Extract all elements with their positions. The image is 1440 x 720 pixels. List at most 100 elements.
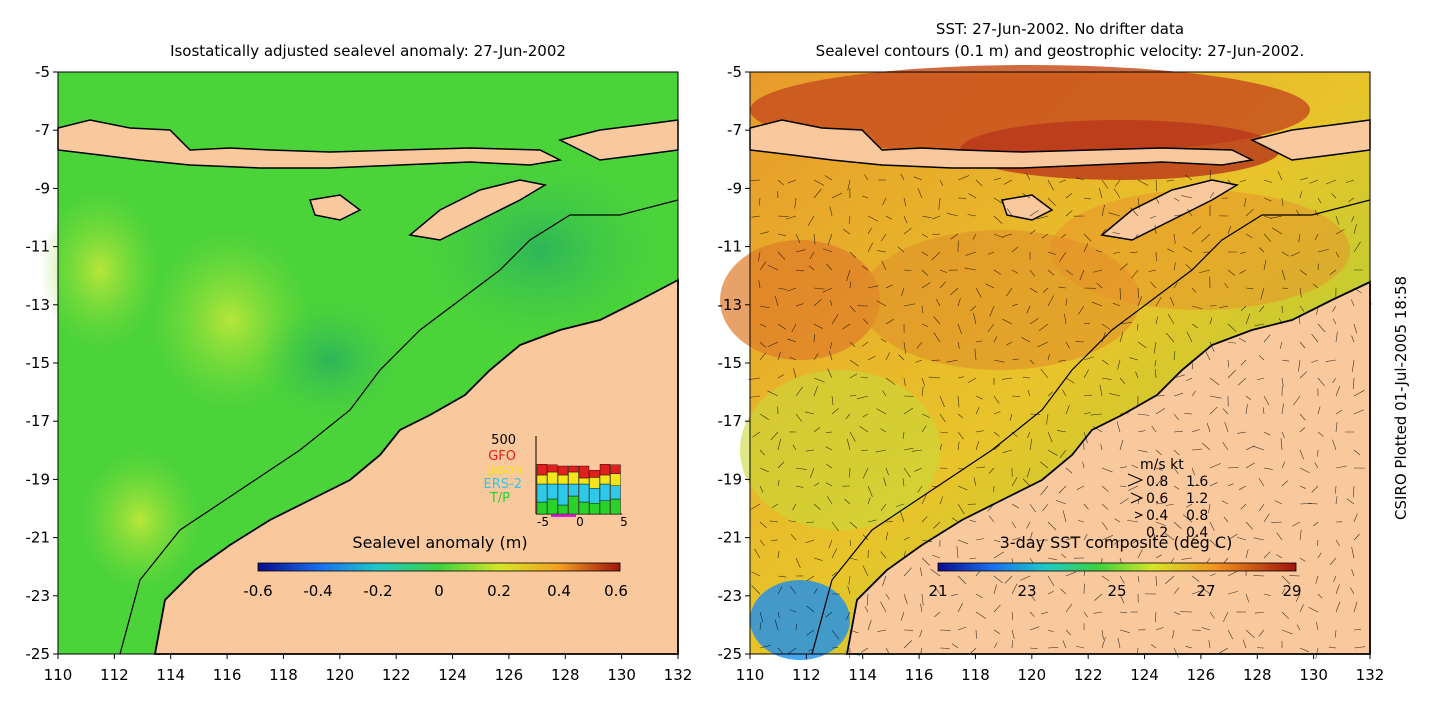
velocity-arrow (988, 467, 995, 474)
velocity-arrow (1227, 369, 1236, 379)
velocity-arrow (1219, 305, 1229, 308)
velocity-arrow (1313, 521, 1319, 527)
velocity-arrow (1128, 485, 1139, 491)
velocity-arrow (867, 227, 872, 235)
velocity-arrow (1173, 392, 1184, 397)
velocity-arrow (993, 359, 1005, 363)
velocity-arrow (831, 408, 839, 415)
velocity-arrow (1040, 485, 1049, 496)
velocity-arrow (847, 179, 851, 191)
velocity-arrow (759, 521, 767, 528)
velocity-arrow (1295, 210, 1301, 217)
inset-bar-segment (568, 495, 579, 515)
x-tick-label: 114 (156, 666, 185, 684)
velocity-arrow (1281, 611, 1289, 619)
velocity-arrow (1186, 209, 1193, 217)
velocity-arrow (788, 520, 797, 523)
velocity-arrow (1317, 323, 1326, 333)
velocity-arrow (1281, 431, 1285, 438)
velocity-arrow (882, 390, 887, 397)
velocity-arrow (1245, 208, 1254, 217)
velocity-arrow (1047, 557, 1058, 561)
velocity-arrow (1256, 377, 1265, 381)
velocity-arrow (813, 179, 825, 186)
velocity-arrow (804, 411, 815, 415)
velocity-arrow (1083, 242, 1089, 253)
velocity-arrow (988, 515, 995, 523)
velocity-arrow (957, 175, 970, 181)
velocity-arrow (1114, 518, 1121, 523)
velocity-arrow (1101, 467, 1113, 473)
velocity-arrow (1114, 539, 1121, 545)
velocity-arrow (1058, 286, 1067, 289)
velocity-arrow (791, 323, 797, 333)
velocity-arrow (862, 265, 869, 271)
velocity-arrow (1058, 485, 1067, 494)
velocity-arrow (1308, 502, 1319, 505)
velocity-arrow (885, 284, 893, 289)
velocity-arrow (1353, 601, 1358, 613)
velocity-arrow (749, 395, 761, 398)
velocity-arrow (867, 485, 873, 497)
velocity-arrow (1137, 549, 1143, 559)
velocity-arrow (813, 233, 816, 245)
inset-bar-segment (536, 464, 548, 476)
velocity-arrow (1011, 629, 1015, 639)
velocity-arrow (1353, 390, 1365, 397)
velocity-arrow (813, 287, 825, 290)
velocity-arrow (1239, 179, 1247, 183)
velocity-arrow (964, 267, 977, 271)
x-tick-label: 118 (961, 666, 990, 684)
velocity-arrow (1245, 521, 1254, 530)
velocity-arrow (1299, 449, 1304, 460)
velocity-arrow (860, 647, 869, 653)
velocity-arrow (777, 611, 780, 619)
velocity-arrow (1263, 431, 1271, 436)
velocity-arrow (1280, 438, 1283, 451)
velocity-arrow (957, 626, 966, 631)
velocity-arrow (993, 411, 1001, 415)
inset-bar-segment (578, 501, 590, 515)
y-tick-label: -25 (26, 645, 51, 663)
velocity-arrow (1191, 323, 1199, 329)
velocity-arrow (1029, 210, 1039, 217)
velocity-arrow (903, 269, 912, 271)
y-tick-label: -11 (718, 238, 743, 256)
velocity-arrow (809, 265, 815, 271)
velocity-arrow (1047, 295, 1054, 307)
velocity-arrow (903, 377, 906, 387)
velocity-arrow (777, 586, 783, 595)
velocity-arrow (1037, 341, 1049, 348)
velocity-arrow (787, 287, 797, 292)
inset-bar-segment (547, 471, 558, 485)
velocity-arrow (1075, 341, 1085, 343)
velocity-arrow (1277, 170, 1283, 181)
velocity-arrow (1011, 503, 1020, 509)
velocity-arrow (932, 554, 941, 559)
velocity-arrow (1137, 287, 1139, 299)
velocity-arrow (758, 280, 761, 289)
velocity-arrow (1238, 485, 1247, 491)
velocity-arrow (1205, 351, 1211, 361)
velocity-arrow (1299, 191, 1303, 199)
velocity-arrow (1173, 467, 1179, 474)
velocity-arrow (1227, 323, 1237, 332)
left-map-title: Isostatically adjusted sealevel anomaly:… (170, 42, 566, 60)
velocity-arrow (1227, 629, 1234, 640)
velocity-arrow (1258, 305, 1265, 312)
velocity-arrow (1227, 483, 1234, 487)
velocity-arrow (794, 197, 797, 209)
x-tick-label: 132 (1356, 666, 1385, 684)
velocity-arrow (1242, 639, 1247, 649)
velocity-arrow (1060, 588, 1067, 595)
velocity-arrow (1155, 467, 1163, 471)
velocity-arrow (1155, 521, 1166, 526)
velocity-arrow (1047, 431, 1053, 443)
velocity-arrow (931, 359, 941, 361)
velocity-arrow (1133, 233, 1139, 241)
legend-kt: 1.6 (1186, 474, 1208, 490)
velocity-arrow (1299, 177, 1308, 181)
velocity-arrow (1209, 192, 1215, 199)
velocity-arrow (1029, 626, 1040, 631)
velocity-arrow (759, 323, 767, 328)
